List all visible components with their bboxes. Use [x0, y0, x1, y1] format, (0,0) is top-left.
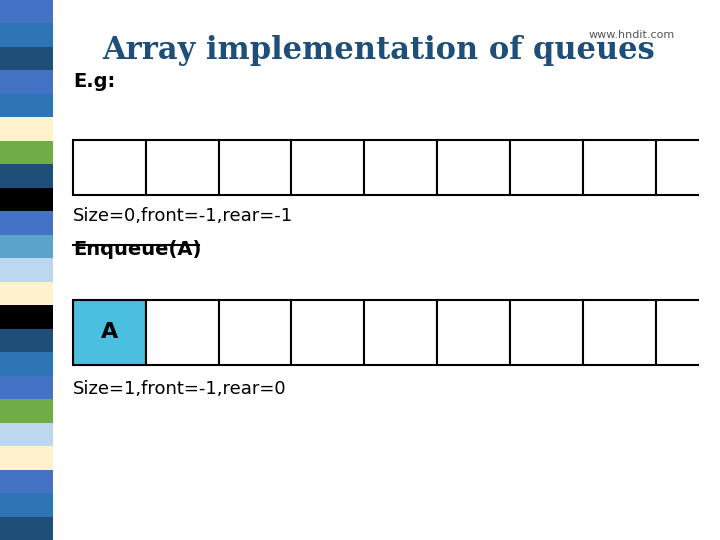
- FancyBboxPatch shape: [364, 300, 437, 365]
- FancyBboxPatch shape: [0, 211, 53, 235]
- FancyBboxPatch shape: [0, 70, 53, 94]
- FancyBboxPatch shape: [0, 94, 53, 117]
- FancyBboxPatch shape: [0, 376, 53, 399]
- FancyBboxPatch shape: [0, 329, 53, 352]
- FancyBboxPatch shape: [0, 164, 53, 188]
- FancyBboxPatch shape: [437, 300, 510, 365]
- FancyBboxPatch shape: [510, 300, 582, 365]
- Text: Array implementation of queues: Array implementation of queues: [102, 35, 655, 66]
- FancyBboxPatch shape: [364, 140, 437, 195]
- FancyBboxPatch shape: [0, 141, 53, 164]
- Text: www.hndit.com: www.hndit.com: [589, 30, 675, 40]
- FancyBboxPatch shape: [0, 517, 53, 540]
- FancyBboxPatch shape: [0, 0, 53, 23]
- FancyBboxPatch shape: [656, 140, 720, 195]
- FancyBboxPatch shape: [0, 493, 53, 517]
- FancyBboxPatch shape: [0, 47, 53, 70]
- FancyBboxPatch shape: [437, 140, 510, 195]
- FancyBboxPatch shape: [582, 140, 656, 195]
- FancyBboxPatch shape: [145, 300, 219, 365]
- FancyBboxPatch shape: [0, 188, 53, 211]
- FancyBboxPatch shape: [73, 300, 145, 365]
- FancyBboxPatch shape: [0, 23, 53, 47]
- FancyBboxPatch shape: [292, 300, 364, 365]
- FancyBboxPatch shape: [0, 117, 53, 141]
- FancyBboxPatch shape: [0, 470, 53, 493]
- FancyBboxPatch shape: [656, 300, 720, 365]
- FancyBboxPatch shape: [582, 300, 656, 365]
- FancyBboxPatch shape: [0, 305, 53, 329]
- Text: Enqueue(A): Enqueue(A): [73, 240, 201, 259]
- FancyBboxPatch shape: [510, 140, 582, 195]
- FancyBboxPatch shape: [292, 140, 364, 195]
- Text: A: A: [101, 322, 118, 342]
- FancyBboxPatch shape: [0, 446, 53, 470]
- FancyBboxPatch shape: [0, 235, 53, 258]
- Text: Size=1,front=-1,rear=0: Size=1,front=-1,rear=0: [73, 380, 287, 398]
- FancyBboxPatch shape: [219, 140, 292, 195]
- FancyBboxPatch shape: [219, 300, 292, 365]
- FancyBboxPatch shape: [0, 399, 53, 423]
- Text: Size=0,front=-1,rear=-1: Size=0,front=-1,rear=-1: [73, 207, 293, 225]
- Text: E.g:: E.g:: [73, 72, 115, 91]
- FancyBboxPatch shape: [0, 258, 53, 282]
- FancyBboxPatch shape: [145, 140, 219, 195]
- FancyBboxPatch shape: [0, 282, 53, 305]
- FancyBboxPatch shape: [0, 352, 53, 376]
- FancyBboxPatch shape: [73, 140, 145, 195]
- FancyBboxPatch shape: [0, 423, 53, 446]
